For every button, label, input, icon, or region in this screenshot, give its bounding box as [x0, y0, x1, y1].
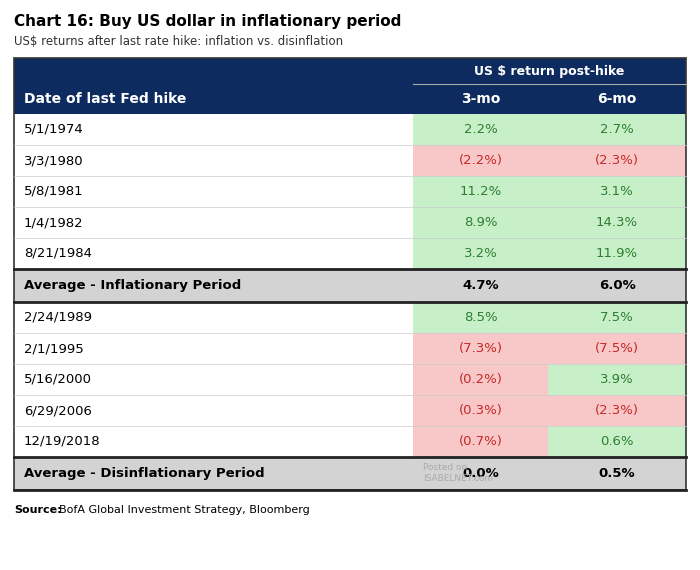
Text: (0.3%): (0.3%): [458, 404, 503, 417]
Text: 14.3%: 14.3%: [596, 216, 638, 229]
Text: 2.7%: 2.7%: [600, 123, 634, 136]
Bar: [548, 207, 686, 238]
Text: 5/1/1974: 5/1/1974: [24, 123, 84, 136]
Text: 12/19/2018: 12/19/2018: [24, 435, 101, 448]
Text: 0.5%: 0.5%: [598, 467, 636, 480]
Text: 3.1%: 3.1%: [600, 185, 634, 198]
Bar: [14, 426, 413, 457]
Text: ISABELNET.com: ISABELNET.com: [423, 474, 493, 483]
Bar: [548, 238, 686, 269]
Bar: [14, 238, 413, 269]
Bar: [413, 114, 548, 145]
Text: Chart 16: Buy US dollar in inflationary period: Chart 16: Buy US dollar in inflationary …: [14, 14, 401, 29]
Bar: [14, 269, 686, 302]
Text: Average - Disinflationary Period: Average - Disinflationary Period: [24, 467, 265, 480]
Bar: [413, 238, 548, 269]
Bar: [413, 145, 548, 176]
Text: (0.7%): (0.7%): [458, 435, 503, 448]
Text: Posted on: Posted on: [423, 463, 468, 472]
Text: Date of last Fed hike: Date of last Fed hike: [24, 92, 186, 106]
Text: 8.5%: 8.5%: [463, 311, 497, 324]
Text: 3-mo: 3-mo: [461, 92, 500, 106]
Bar: [14, 302, 413, 333]
Bar: [413, 364, 548, 395]
Text: 8/21/1984: 8/21/1984: [24, 247, 92, 260]
Text: (7.5%): (7.5%): [595, 342, 639, 355]
Text: (2.3%): (2.3%): [595, 154, 639, 167]
Bar: [14, 114, 413, 145]
Bar: [14, 58, 686, 490]
Text: 11.2%: 11.2%: [459, 185, 502, 198]
Text: 2/1/1995: 2/1/1995: [24, 342, 84, 355]
Text: (2.3%): (2.3%): [595, 404, 639, 417]
Bar: [413, 333, 548, 364]
Bar: [14, 145, 413, 176]
Text: 8.9%: 8.9%: [463, 216, 497, 229]
Bar: [14, 333, 413, 364]
Text: US$ returns after last rate hike: inflation vs. disinflation: US$ returns after last rate hike: inflat…: [14, 35, 343, 48]
Bar: [548, 395, 686, 426]
Text: 0.0%: 0.0%: [462, 467, 499, 480]
Text: Average - Inflationary Period: Average - Inflationary Period: [24, 279, 241, 292]
Bar: [548, 114, 686, 145]
Text: 3/3/1980: 3/3/1980: [24, 154, 83, 167]
Text: 2/24/1989: 2/24/1989: [24, 311, 92, 324]
Text: 4.7%: 4.7%: [462, 279, 499, 292]
Text: (0.2%): (0.2%): [458, 373, 503, 386]
Bar: [548, 333, 686, 364]
Bar: [413, 302, 548, 333]
Text: 11.9%: 11.9%: [596, 247, 638, 260]
Bar: [14, 58, 686, 84]
Text: 5/8/1981: 5/8/1981: [24, 185, 83, 198]
Bar: [413, 426, 548, 457]
Bar: [14, 457, 686, 490]
Text: 0.6%: 0.6%: [601, 435, 634, 448]
Bar: [14, 207, 413, 238]
Text: US $ return post-hike: US $ return post-hike: [475, 64, 624, 78]
Bar: [548, 176, 686, 207]
Bar: [548, 145, 686, 176]
Bar: [14, 176, 413, 207]
Text: 3.9%: 3.9%: [600, 373, 634, 386]
Text: 5/16/2000: 5/16/2000: [24, 373, 92, 386]
Text: 3.2%: 3.2%: [463, 247, 498, 260]
Text: (2.2%): (2.2%): [458, 154, 503, 167]
Text: 2.2%: 2.2%: [463, 123, 498, 136]
Text: BofA Global Investment Strategy, Bloomberg: BofA Global Investment Strategy, Bloombe…: [52, 505, 309, 515]
Bar: [413, 207, 548, 238]
Text: 6.0%: 6.0%: [598, 279, 636, 292]
Text: 6-mo: 6-mo: [597, 92, 637, 106]
Text: Source:: Source:: [14, 505, 62, 515]
Bar: [413, 176, 548, 207]
Bar: [413, 395, 548, 426]
Text: (7.3%): (7.3%): [458, 342, 503, 355]
Bar: [14, 84, 686, 114]
Bar: [14, 364, 413, 395]
Text: 1/4/1982: 1/4/1982: [24, 216, 83, 229]
Text: 6/29/2006: 6/29/2006: [24, 404, 92, 417]
Bar: [548, 426, 686, 457]
Bar: [14, 395, 413, 426]
Text: 7.5%: 7.5%: [600, 311, 634, 324]
Bar: [548, 302, 686, 333]
Bar: [548, 364, 686, 395]
